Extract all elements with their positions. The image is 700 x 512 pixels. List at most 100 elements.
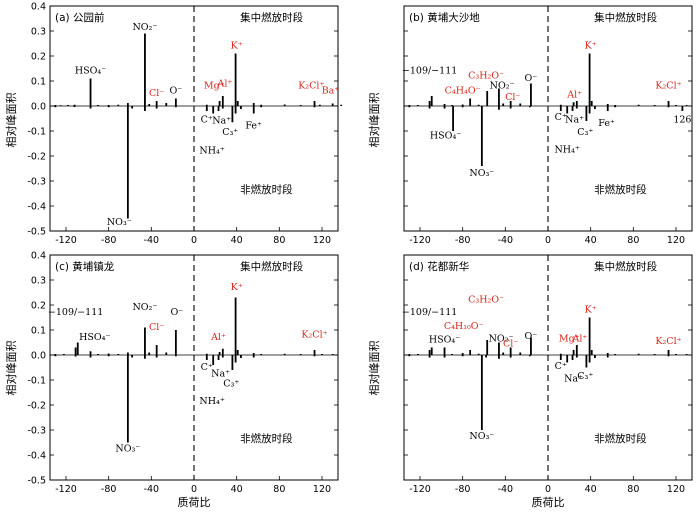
peak-bar <box>588 53 591 106</box>
peak-bar <box>283 353 286 355</box>
peak-bar <box>428 355 431 358</box>
panel-b-ticks: -120 -80 -40 0 40 80 120 <box>404 5 692 246</box>
x-tick-label: 120 <box>667 484 685 495</box>
x-tick-label: 120 <box>313 484 331 495</box>
peak-bar <box>283 104 286 106</box>
peak-bar <box>502 103 505 106</box>
peak-bar <box>575 345 578 355</box>
peak-bar <box>559 355 562 360</box>
peak-bar <box>89 78 92 106</box>
y-tick-label: -0.5 <box>27 227 46 238</box>
peak-bar <box>606 353 609 355</box>
peak-bar <box>408 354 411 355</box>
peak-bar <box>528 355 531 357</box>
peak-label: NO₂⁻ <box>132 302 157 313</box>
x-tick-label: -80 <box>101 235 117 246</box>
peak-bar <box>205 104 208 106</box>
peak-bar <box>252 353 255 355</box>
x-tick-label: -120 <box>55 484 77 495</box>
peak-bar <box>653 354 656 355</box>
peak-bar <box>74 355 77 357</box>
peak-bar <box>148 104 151 106</box>
peak-label: Al⁺ <box>216 79 232 90</box>
peak-bar <box>236 101 239 106</box>
peak-label: NH₄⁺ <box>199 396 224 407</box>
peak-bar <box>76 342 79 355</box>
x-tick-label: -40 <box>144 484 160 495</box>
peak-bar <box>588 355 591 363</box>
y-tick-label: 0.0 <box>31 351 46 362</box>
y-tick-label: -0.3 <box>27 177 46 188</box>
peak-label: Mg⁺ <box>204 81 225 92</box>
y-tick-label: -0.1 <box>27 376 46 387</box>
peak-label: C₃⁺ <box>222 127 238 138</box>
peak-bar <box>477 353 480 355</box>
peak-bar <box>486 91 489 106</box>
peak-bar <box>218 352 221 355</box>
peak-bar <box>260 104 263 106</box>
peak-bar <box>451 354 453 355</box>
peak-bar <box>231 106 234 123</box>
panel-d-upper-label: 集中燃放时段 <box>594 260 657 273</box>
peak-bar <box>614 105 617 106</box>
peak-label: K₂Cl⁺ <box>655 336 681 347</box>
y-tick-label: -0.4 <box>27 451 46 462</box>
peak-bar <box>126 352 129 355</box>
peak-bar <box>73 104 76 106</box>
y-tick-label: 0.0 <box>31 102 46 113</box>
peak-bar <box>480 355 483 430</box>
peak-bar <box>559 104 562 106</box>
peak-bar <box>217 106 220 111</box>
y-tick-label: -0.5 <box>27 476 46 487</box>
peak-bar <box>54 354 57 355</box>
peak-bar <box>144 33 146 106</box>
peak-label: Na⁺ <box>211 368 230 379</box>
peak-bar <box>252 355 255 358</box>
y-tick-label: 0.2 <box>31 301 46 312</box>
peak-bar <box>416 354 419 355</box>
peak-bar <box>572 102 575 106</box>
peak-bar <box>572 350 575 355</box>
peak-bar <box>67 105 70 106</box>
peak-bar <box>571 355 574 360</box>
peak-bar <box>528 106 531 108</box>
y-tick-label: -0.2 <box>27 152 46 163</box>
peak-label: HSO₄⁻ <box>79 332 110 343</box>
peak-bar <box>461 106 464 108</box>
peak-bar <box>221 106 224 109</box>
peak-bar <box>89 106 92 109</box>
peak-label: O⁻ <box>525 331 538 342</box>
peak-bar <box>509 347 512 355</box>
peak-bar <box>559 106 562 111</box>
panel-d-label: (d) 花都新华 <box>409 260 469 273</box>
peak-bar <box>155 345 158 355</box>
peak-bar <box>155 101 158 106</box>
peak-label: C₃H₂O⁻ <box>468 71 504 82</box>
peak-label: HSO₄⁻ <box>429 335 460 346</box>
peak-label: 126 <box>673 114 691 125</box>
peak-bar <box>89 355 92 358</box>
peak-bar <box>606 355 609 358</box>
peak-label: K⁺ <box>585 305 597 316</box>
y-tick-label: 0.2 <box>31 52 46 63</box>
peak-label: C⁺ <box>555 112 567 123</box>
peak-bar <box>653 105 656 106</box>
peak-bar <box>97 105 99 106</box>
peak-bar <box>234 106 237 114</box>
peak-bar <box>212 106 215 114</box>
y-axis-title-top: 相对峰面积 <box>4 93 18 148</box>
peak-label: Mg⁺ <box>559 333 580 344</box>
peak-bar <box>260 106 263 108</box>
peak-bar <box>530 337 532 355</box>
y-tick-label: -0.1 <box>27 127 46 138</box>
peak-bar <box>530 83 532 106</box>
peak-label: Cl⁻ <box>505 92 520 103</box>
peak-bar <box>408 106 411 108</box>
peak-bar <box>59 105 62 106</box>
peak-bar <box>313 106 316 108</box>
peak-bar <box>221 96 224 106</box>
peak-label: NH₄⁺ <box>554 144 579 155</box>
panel-a-ticks: -120 -80 -40 0 40 80 120 -0.5 -0.4 -0.3 -0.2 -0.1 0.… <box>27 2 338 246</box>
peak-label: −109/−111 <box>402 307 457 318</box>
peak-bar <box>519 352 522 355</box>
